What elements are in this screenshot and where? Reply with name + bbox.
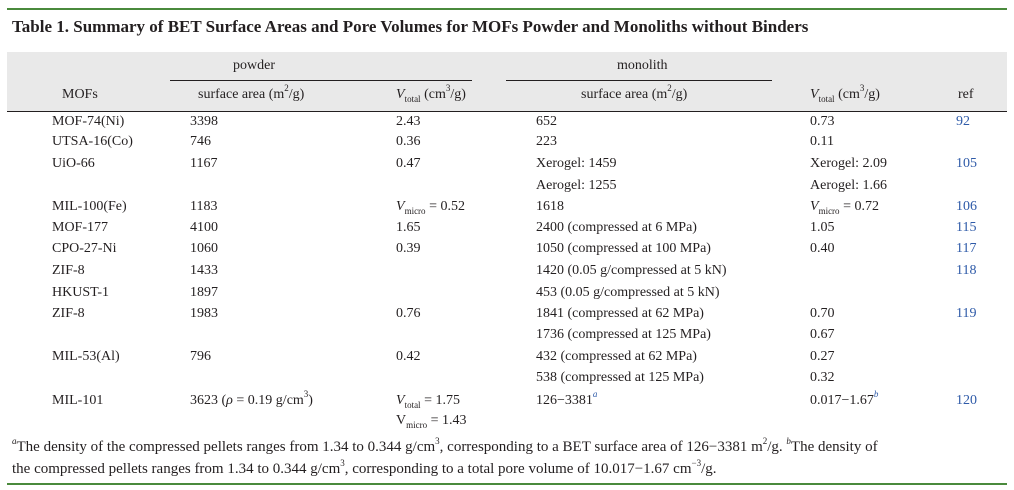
cell-monolith-surface-area: 1841 (compressed at 62 MPa): [536, 306, 704, 321]
cell-powder-surface-area: 3623 (ρ = 0.19 g/cm3): [190, 389, 313, 408]
cell-powder-surface-area: 1167: [190, 156, 218, 171]
cell-mof: UiO-66: [52, 156, 95, 171]
cell-monolith-surface-area: 2400 (compressed at 6 MPa): [536, 220, 697, 235]
top-rule: [7, 8, 1007, 10]
cell-powder-surface-area: 796: [190, 349, 211, 364]
cell-monolith-surface-area: 432 (compressed at 62 MPa): [536, 349, 697, 364]
cell-monolith-vtotal: 0.73: [810, 114, 835, 129]
cell-monolith-surface-area: Xerogel: 1459: [536, 156, 617, 171]
cell-monolith-surface-area: Aerogel: 1255: [536, 178, 617, 193]
group-header-monolith: monolith: [617, 58, 668, 73]
cell-monolith-surface-area: 538 (compressed at 125 MPa): [536, 370, 704, 385]
cell-mof: MIL-101: [52, 393, 104, 408]
cell-monolith-surface-area: 1420 (0.05 g/compressed at 5 kN): [536, 263, 727, 278]
cell-powder-surface-area: 1983: [190, 306, 218, 321]
cell-mof: HKUST-1: [52, 285, 110, 300]
cell-ref-link[interactable]: 106: [956, 199, 977, 214]
monolith-group-underline: [506, 80, 772, 81]
cell-mof: UTSA-16(Co): [52, 134, 133, 149]
cell-monolith-vtotal: 0.017−1.67b: [810, 389, 879, 408]
cell-powder-surface-area: 1897: [190, 285, 218, 300]
group-header-powder: powder: [233, 58, 275, 73]
header-band: [7, 52, 1007, 112]
bottom-rule: [7, 483, 1007, 485]
cell-monolith-vtotal: 0.27: [810, 349, 835, 364]
cell-powder-surface-area: 4100: [190, 220, 218, 235]
cell-monolith-surface-area: 652: [536, 114, 557, 129]
cell-monolith-surface-area: 453 (0.05 g/compressed at 5 kN): [536, 285, 720, 300]
cell-powder-surface-area: 1433: [190, 263, 218, 278]
cell-mof: MIL-100(Fe): [52, 199, 127, 214]
cell-monolith-surface-area: 223: [536, 134, 557, 149]
cell-powder-vtotal: 0.36: [396, 134, 421, 149]
cell-monolith-surface-area: 126−3381a: [536, 389, 598, 408]
cell-ref-link[interactable]: 92: [956, 114, 970, 129]
cell-monolith-surface-area: 1618: [536, 199, 564, 214]
powder-group-underline: [170, 80, 472, 81]
cell-powder-vtotal: Vtotal = 1.75: [396, 393, 460, 410]
cell-monolith-vtotal: 0.11: [810, 134, 834, 149]
cell-ref-link[interactable]: 105: [956, 156, 977, 171]
cell-monolith-vtotal: 0.40: [810, 241, 835, 256]
cell-powder-vtotal: 0.47: [396, 156, 421, 171]
cell-monolith-vtotal: 0.70: [810, 306, 835, 321]
cell-mof: ZIF-8: [52, 263, 85, 278]
cell-ref-link[interactable]: 117: [956, 241, 977, 256]
col-header-powder-vtotal: Vtotal (cm3/g): [396, 83, 466, 104]
cell-powder-vtotal: 0.39: [396, 241, 421, 256]
cell-ref-link[interactable]: 119: [956, 306, 977, 321]
cell-mof: CPO-27-Ni: [52, 241, 117, 256]
table-footnote: aThe density of the compressed pellets r…: [12, 436, 1002, 480]
header-bottom-rule: [7, 111, 1007, 112]
cell-powder-vmicro: Vmicro = 1.43: [396, 413, 467, 430]
cell-ref-link[interactable]: 120: [956, 393, 977, 408]
cell-monolith-vmicro: Vmicro = 0.72: [810, 199, 879, 216]
cell-monolith-surface-area: 1736 (compressed at 125 MPa): [536, 327, 711, 342]
cell-monolith-vtotal: 0.32: [810, 370, 835, 385]
cell-monolith-vtotal: Aerogel: 1.66: [810, 178, 887, 193]
cell-monolith-vtotal: 1.05: [810, 220, 835, 235]
cell-powder-surface-area: 3398: [190, 114, 218, 129]
cell-powder-vtotal: 2.43: [396, 114, 421, 129]
cell-monolith-vtotal: 0.67: [810, 327, 835, 342]
cell-monolith-vtotal: Xerogel: 2.09: [810, 156, 887, 171]
cell-mof: MOF-74(Ni): [52, 114, 125, 129]
cell-ref-link[interactable]: 118: [956, 263, 977, 278]
cell-mof: MIL-53(Al): [52, 349, 120, 364]
footnote-marker-a: a: [592, 389, 598, 400]
footnote-line-2: the compressed pellets ranges from 1.34 …: [12, 458, 717, 478]
footnote-line-1: aThe density of the compressed pellets r…: [12, 436, 878, 456]
col-header-mofs: MOFs: [62, 87, 98, 102]
table-caption: Table 1. Summary of BET Surface Areas an…: [12, 17, 809, 36]
cell-mof: MOF-177: [52, 220, 109, 235]
cell-mof: ZIF-8: [52, 306, 85, 321]
footnote-marker-b: b: [873, 389, 879, 400]
cell-powder-vtotal: 0.42: [396, 349, 421, 364]
cell-ref-link[interactable]: 115: [956, 220, 977, 235]
cell-powder-surface-area: 1183: [190, 199, 218, 214]
cell-powder-vmicro: Vmicro = 0.52: [396, 199, 465, 216]
col-header-monolith-surface-area: surface area (m2/g): [581, 83, 688, 102]
cell-powder-vtotal: 1.65: [396, 220, 421, 235]
cell-powder-surface-area: 746: [190, 134, 211, 149]
cell-monolith-surface-area: 1050 (compressed at 100 MPa): [536, 241, 711, 256]
cell-powder-surface-area: 1060: [190, 241, 218, 256]
col-header-powder-surface-area: surface area (m2/g): [198, 83, 305, 102]
col-header-monolith-vtotal: Vtotal (cm3/g): [810, 83, 880, 104]
cell-powder-vtotal: 0.76: [396, 306, 421, 321]
col-header-ref: ref: [958, 87, 974, 102]
